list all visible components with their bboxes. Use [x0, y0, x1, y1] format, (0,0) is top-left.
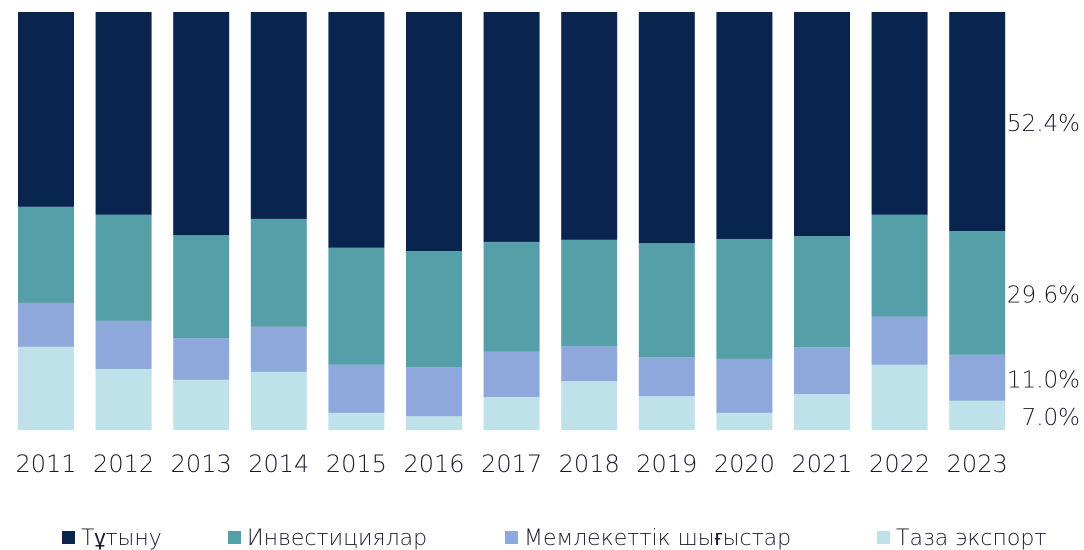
- bar-segment: [95, 12, 152, 215]
- bar-segment: [871, 316, 928, 365]
- bar-segment: [95, 214, 152, 321]
- bar-segment: [638, 396, 695, 430]
- bar-segment: [18, 346, 74, 430]
- legend-label: Таза экспорт: [896, 526, 1046, 550]
- bar-segment: [871, 364, 928, 430]
- bar-segment: [638, 243, 695, 358]
- x-tick-label: 2012: [93, 450, 154, 478]
- bar-segment: [406, 416, 462, 430]
- bar-segment: [483, 351, 540, 397]
- bar-segment: [716, 412, 773, 430]
- bar-segment: [949, 354, 1006, 401]
- bar-segment: [716, 238, 773, 359]
- bar-segment: [250, 326, 307, 372]
- bar-segment: [794, 236, 850, 348]
- bar-segment: [794, 394, 850, 430]
- bar-segment: [328, 12, 385, 248]
- data-label: 29.6%: [1007, 282, 1080, 308]
- x-tick-label: 2014: [248, 450, 309, 478]
- bar-segment: [173, 338, 230, 380]
- data-label: 11.0%: [1007, 367, 1080, 393]
- x-tick-label: 2011: [15, 450, 76, 478]
- bar-segment: [95, 368, 152, 430]
- bar-segment: [794, 347, 850, 395]
- bar-segment: [716, 12, 773, 239]
- bar-segment: [638, 357, 695, 397]
- data-label: 7.0%: [1022, 405, 1080, 431]
- x-tick-label: 2015: [326, 450, 387, 478]
- bar-segment: [871, 214, 928, 317]
- bar-segment: [483, 241, 540, 352]
- bar-segment: [250, 371, 307, 430]
- data-label: 52.4%: [1007, 111, 1080, 137]
- bar-segment: [328, 364, 385, 413]
- x-tick-label: 2020: [714, 450, 775, 478]
- bar-segment: [406, 12, 462, 252]
- bar-segment: [794, 12, 850, 237]
- bar-segment: [561, 345, 618, 382]
- bar-segment: [250, 218, 307, 327]
- bar-segment: [561, 239, 618, 346]
- legend-label: Инвестициялар: [247, 526, 427, 550]
- bar-segment: [561, 381, 618, 430]
- bar-segment: [406, 251, 462, 368]
- bar-segment: [95, 320, 152, 369]
- legend-label: Мемлекеттік шығыстар: [524, 526, 791, 550]
- bar-segment: [18, 12, 74, 207]
- x-tick-label: 2017: [481, 450, 542, 478]
- legend-swatch: [877, 531, 890, 544]
- x-tick-label: 2016: [403, 450, 464, 478]
- x-tick-label: 2018: [559, 450, 620, 478]
- bar-segment: [483, 12, 540, 242]
- bar-segment: [871, 12, 928, 215]
- bar-segment: [173, 12, 230, 236]
- x-tick-label: 2019: [636, 450, 697, 478]
- x-tick-label: 2022: [869, 450, 930, 478]
- bar-segment: [949, 231, 1006, 355]
- bar-segment: [18, 302, 74, 347]
- legend-label: Тұтыну: [81, 526, 162, 550]
- bar-segment: [18, 206, 74, 303]
- legend-swatch: [505, 531, 518, 544]
- legend-swatch: [228, 531, 241, 544]
- x-tick-label: 2013: [171, 450, 232, 478]
- bar-segment: [406, 367, 462, 417]
- bar-segment: [250, 12, 307, 219]
- legend-swatch: [62, 531, 75, 544]
- bar-segment: [949, 400, 1006, 430]
- bar-segment: [328, 247, 385, 365]
- bar-segment: [949, 12, 1006, 232]
- bar-segment: [173, 379, 230, 430]
- bar-segment: [638, 12, 695, 244]
- bar-segment: [561, 12, 618, 240]
- bar-segment: [483, 396, 540, 430]
- bar-segment: [716, 358, 773, 413]
- bar-segment: [328, 412, 385, 430]
- x-tick-label: 2021: [791, 450, 852, 478]
- bar-segment: [173, 235, 230, 339]
- x-tick-label: 2023: [947, 450, 1008, 478]
